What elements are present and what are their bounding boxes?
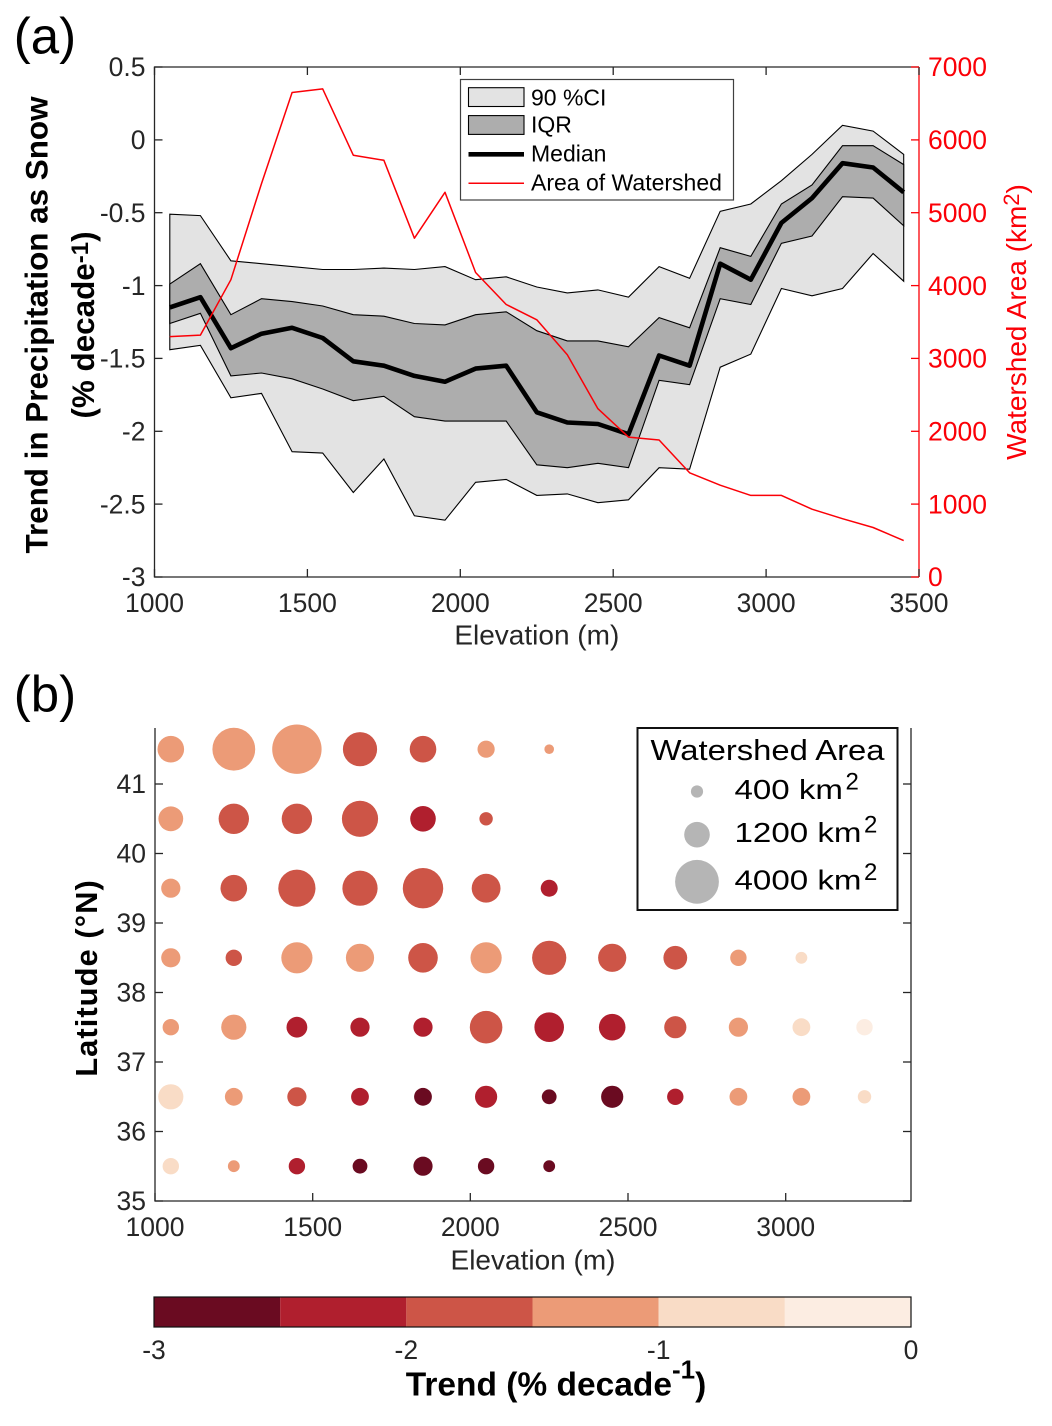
svg-text:-2.5: -2.5	[100, 489, 146, 519]
svg-text:1500: 1500	[278, 588, 337, 618]
svg-text:0: 0	[928, 562, 943, 592]
svg-text:2: 2	[864, 859, 877, 886]
svg-text:1000: 1000	[928, 489, 987, 519]
svg-text:35: 35	[117, 1186, 146, 1216]
svg-text:Elevation (m): Elevation (m)	[451, 1245, 616, 1276]
svg-text:Trend in Precipitation as Snow: Trend in Precipitation as Snow	[20, 96, 55, 554]
svg-text:(b): (b)	[14, 665, 76, 722]
svg-text:1500: 1500	[283, 1212, 342, 1242]
svg-text:1000: 1000	[126, 1212, 185, 1242]
svg-text:39: 39	[117, 908, 146, 938]
svg-text:0: 0	[131, 125, 146, 155]
svg-text:3000: 3000	[756, 1212, 815, 1242]
svg-text:37: 37	[117, 1047, 146, 1077]
svg-text:2000: 2000	[431, 588, 490, 618]
svg-text:(a): (a)	[14, 8, 76, 65]
svg-text:3000: 3000	[928, 344, 987, 374]
svg-text:0: 0	[904, 1335, 919, 1365]
svg-text:2500: 2500	[599, 1212, 658, 1242]
svg-text:40: 40	[117, 839, 146, 869]
svg-text:5000: 5000	[928, 198, 987, 228]
svg-text:-0.5: -0.5	[100, 198, 146, 228]
svg-text:Latitude (°N): Latitude (°N)	[69, 879, 104, 1077]
svg-text:38: 38	[117, 978, 146, 1008]
svg-text:4000 km: 4000 km	[735, 864, 862, 895]
svg-text:-1: -1	[122, 271, 146, 301]
svg-text:-1.5: -1.5	[100, 344, 146, 374]
svg-text:2000: 2000	[441, 1212, 500, 1242]
svg-text:Elevation (m): Elevation (m)	[454, 620, 619, 651]
svg-text:41: 41	[117, 769, 146, 799]
svg-text:-3: -3	[142, 1335, 166, 1365]
svg-text:2: 2	[846, 769, 859, 796]
svg-text:Watershed Area (km2): Watershed Area (km2)	[999, 184, 1032, 460]
svg-text:-3: -3	[122, 562, 146, 592]
svg-text:-2: -2	[122, 417, 146, 447]
svg-text:0.5: 0.5	[109, 52, 146, 82]
svg-text:400 km: 400 km	[735, 774, 844, 805]
svg-text:Median: Median	[531, 141, 606, 167]
svg-text:2: 2	[864, 812, 877, 839]
svg-text:Watershed Area: Watershed Area	[651, 735, 885, 767]
svg-text:90 %CI: 90 %CI	[531, 84, 606, 110]
svg-text:2500: 2500	[584, 588, 643, 618]
svg-text:Area of Watershed: Area of Watershed	[531, 169, 722, 195]
svg-text:6000: 6000	[928, 125, 987, 155]
svg-text:3500: 3500	[890, 588, 949, 618]
svg-text:-2: -2	[395, 1335, 419, 1365]
svg-text:1200 km: 1200 km	[735, 817, 862, 848]
svg-text:-1: -1	[647, 1335, 671, 1365]
svg-text:3000: 3000	[737, 588, 796, 618]
svg-text:7000: 7000	[928, 52, 987, 82]
svg-text:36: 36	[117, 1117, 146, 1147]
svg-text:IQR: IQR	[531, 111, 572, 137]
svg-text:4000: 4000	[928, 271, 987, 301]
svg-text:1000: 1000	[125, 588, 184, 618]
svg-text:2000: 2000	[928, 417, 987, 447]
